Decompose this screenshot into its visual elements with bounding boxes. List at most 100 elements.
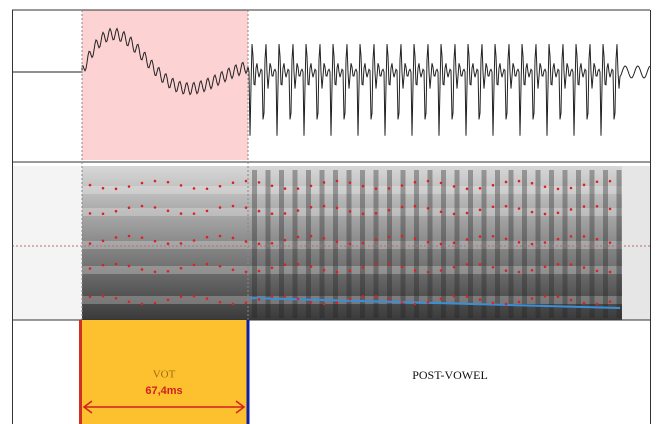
formant-dot	[322, 236, 326, 240]
glottal-striation	[535, 170, 541, 318]
formant-dot	[387, 187, 391, 190]
formant-dot	[205, 235, 209, 239]
formant-dot	[491, 265, 495, 269]
glottal-striation	[562, 170, 568, 318]
formant-dot	[127, 264, 131, 268]
formant-dot	[296, 209, 300, 212]
formant-dot	[413, 180, 417, 184]
formant-dot	[400, 184, 404, 187]
spectrogram	[82, 166, 632, 320]
formant-dot	[88, 183, 92, 187]
formant-dot	[439, 269, 443, 272]
formant-dot	[140, 181, 144, 185]
formant-dot	[413, 237, 417, 240]
formant-dot	[88, 242, 92, 245]
formant-dot	[582, 205, 586, 208]
formant-dot	[231, 268, 235, 272]
formant-dot	[361, 184, 365, 188]
formant-dot	[179, 266, 183, 270]
glottal-striation	[279, 170, 284, 318]
duration-label: 67,4ms	[145, 385, 182, 397]
formant-dot	[582, 183, 586, 187]
vot-highlight	[82, 10, 248, 160]
glottal-striation	[468, 170, 473, 318]
glottal-striation	[319, 170, 325, 318]
formant-dot	[192, 239, 196, 242]
formant-dot	[517, 179, 521, 183]
glottal-striation	[481, 170, 487, 318]
formant-dot	[218, 300, 222, 304]
formant-dot	[478, 208, 482, 212]
formant-dot	[296, 187, 300, 190]
formant-dot	[283, 294, 287, 298]
glottal-striation	[400, 170, 406, 318]
formant-dot	[478, 263, 482, 266]
formant-dot	[309, 184, 313, 188]
interval-label: VOT	[153, 369, 176, 381]
formant-dot	[439, 297, 443, 301]
formant-dot	[192, 212, 196, 215]
formant-dot	[127, 206, 131, 210]
formant-dot	[543, 212, 547, 216]
formant-dot	[335, 179, 339, 183]
formant-band	[82, 241, 622, 249]
formant-dot	[179, 184, 183, 187]
formant-dot	[335, 301, 339, 304]
formant-dot	[374, 263, 378, 266]
formant-dot	[348, 181, 352, 184]
formant-dot	[387, 297, 391, 301]
formant-dot	[569, 186, 573, 190]
formant-dot	[374, 295, 378, 298]
glottal-striation	[576, 170, 581, 318]
formant-dot	[270, 266, 274, 270]
glottal-striation	[589, 170, 595, 318]
formant-dot	[608, 207, 612, 211]
formant-dot	[153, 179, 157, 183]
formant-dot	[387, 208, 391, 212]
formant-dot	[244, 179, 248, 183]
formant-dot	[439, 210, 443, 214]
formant-dot	[101, 186, 105, 190]
formant-dot	[218, 234, 222, 238]
formant-dot	[127, 185, 131, 188]
formant-dot	[413, 302, 417, 306]
formant-dot	[101, 294, 105, 298]
formant-dot	[452, 294, 456, 298]
formant-dot	[231, 181, 235, 185]
formant-dot	[257, 242, 261, 246]
formant-dot	[283, 212, 287, 215]
formant-dot	[595, 302, 599, 306]
formant-dot	[400, 234, 404, 238]
formant-dot	[569, 298, 573, 302]
formant-dot	[439, 242, 443, 246]
formant-dot	[348, 210, 352, 213]
formant-dot	[88, 295, 92, 299]
formant-dot	[296, 297, 300, 301]
formant-dot	[478, 186, 482, 190]
formant-dot	[140, 268, 144, 271]
formant-dot	[244, 270, 248, 274]
formant-dot	[556, 211, 560, 215]
formant-dot	[309, 265, 313, 268]
formant-dot	[608, 179, 612, 183]
formant-dot	[465, 295, 469, 298]
formant-dot	[153, 301, 157, 305]
formant-dot	[153, 270, 157, 274]
formant-dot	[556, 237, 560, 241]
glottal-striation	[495, 170, 500, 318]
formant-dot	[582, 266, 586, 269]
formant-dot	[114, 236, 118, 239]
formant-dot	[179, 295, 183, 299]
formant-dot	[361, 212, 365, 216]
formant-dot	[400, 301, 404, 304]
formant-dot	[231, 236, 235, 240]
formant-dot	[127, 300, 131, 304]
formant-dot	[192, 263, 196, 267]
interval-label: POST-VOWEL	[412, 368, 488, 382]
formant-dot	[400, 265, 404, 269]
formant-dot	[205, 262, 209, 266]
formant-band	[82, 266, 622, 274]
formant-dot	[426, 179, 430, 183]
formant-dot	[140, 204, 144, 208]
